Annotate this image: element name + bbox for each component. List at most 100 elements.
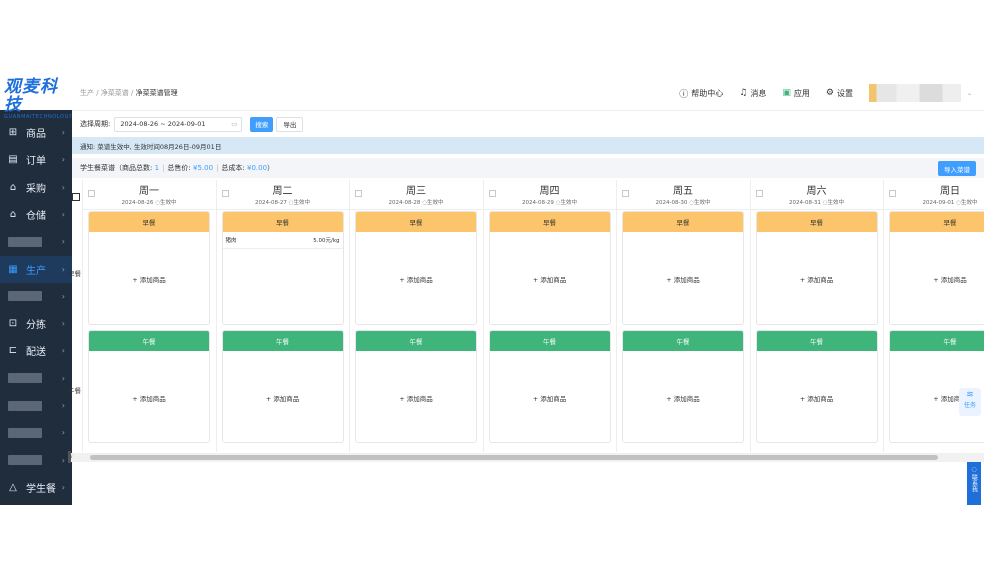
sidebar-item[interactable]: ⊡ 分拣 ›: [0, 310, 72, 337]
add-product-button[interactable]: + 添加商品: [757, 274, 877, 284]
add-product-button[interactable]: + 添加商品: [757, 393, 877, 403]
add-product-label: 添加商品: [940, 276, 967, 284]
import-menu-button[interactable]: 导入菜谱: [938, 161, 976, 176]
day-checkbox[interactable]: [488, 190, 496, 197]
add-product-button[interactable]: + 添加商品: [356, 274, 476, 284]
add-product-label: 添加商品: [139, 276, 166, 284]
sidebar-item[interactable]: ▦ 生产 ›: [0, 255, 72, 283]
sidebar-item-label: 订单: [26, 156, 46, 168]
add-product-label: 添加商品: [807, 276, 834, 284]
apps-link[interactable]: ▣ 应用: [782, 88, 810, 99]
horizontal-scrollbar[interactable]: ‹: [68, 453, 984, 462]
add-product-label: 添加商品: [807, 395, 834, 403]
day-checkbox[interactable]: [889, 190, 896, 197]
count-value: 1: [154, 164, 160, 172]
day-checkbox[interactable]: [355, 190, 362, 197]
add-product-button[interactable]: + 添加商品: [89, 393, 209, 403]
sidebar-item-hidden[interactable]: ›: [0, 283, 72, 310]
chevron-right-icon: ›: [61, 373, 65, 383]
lunch-card-header: 午餐: [356, 331, 476, 351]
lunch-card: 午餐 + 添加商品: [355, 330, 477, 443]
day-name: 周三: [406, 186, 426, 197]
sidebar-item-hidden[interactable]: ›: [0, 365, 72, 392]
day-checkbox[interactable]: [88, 190, 95, 197]
add-product-button[interactable]: + 添加商品: [623, 393, 743, 403]
menu-item[interactable]: 猪肉 5.00元/kg: [222, 232, 343, 249]
day-status: 生效中: [160, 200, 177, 206]
menu-name: 学生餐菜谱: [80, 164, 115, 172]
day-date: 2024-08-29: [521, 200, 554, 206]
scrollbar-thumb[interactable]: [90, 455, 938, 460]
day-name: 周日: [940, 186, 960, 197]
plus-icon: +: [399, 395, 405, 403]
contact-label: 联系我: [970, 474, 978, 492]
status-circle-icon: ◌: [822, 200, 828, 206]
date-range-value: 2024-08-26 ~ 2024-09-01: [120, 120, 206, 128]
breakfast-card-header: 早餐: [890, 212, 984, 232]
day-column: 周二 2024-08-27 ◌生效中 早餐 猪肉 5.00元/kg 午餐 + 添加商品: [215, 180, 349, 452]
user-avatar[interactable]: [868, 84, 961, 102]
purchase-icon: ⌂: [9, 181, 17, 193]
scroll-left-arrow-icon[interactable]: ‹: [70, 453, 73, 461]
menu-summary-bar: 学生餐菜谱 （ 商品总数: 1 | 总售价: ¥5.00 | 总成本: ¥0.0…: [72, 158, 984, 178]
day-column: 周一 2024-08-26 ◌生效中 早餐 + 添加商品 午餐 + 添加商品: [82, 180, 215, 452]
sorting-icon: ⊡: [8, 318, 18, 330]
day-checkbox[interactable]: [755, 190, 763, 197]
day-checkbox[interactable]: [221, 190, 229, 197]
sidebar-item[interactable]: ▤ 订单 ›: [0, 146, 72, 173]
breadcrumb-level-1[interactable]: 生产: [80, 88, 94, 97]
export-button[interactable]: 导出: [276, 116, 304, 132]
sidebar-item[interactable]: ⊏ 配送 ›: [0, 337, 72, 364]
add-product-button[interactable]: + 添加商品: [890, 274, 984, 284]
messages-link[interactable]: ♫ 消息: [739, 88, 766, 99]
add-product-button[interactable]: + 添加商品: [89, 274, 209, 284]
breadcrumb: 生产 / 净菜菜谱 / 净菜菜谱管理: [80, 88, 178, 97]
plus-icon: +: [399, 276, 405, 284]
sidebar-item[interactable]: ⌂ 仓储 ›: [0, 201, 72, 228]
add-product-button[interactable]: + 添加商品: [623, 274, 743, 284]
plus-icon: +: [799, 395, 806, 403]
select-all-checkbox[interactable]: [72, 193, 80, 201]
chevron-right-icon: ›: [61, 428, 65, 438]
search-button[interactable]: 搜索: [250, 116, 274, 132]
help-center-label: 帮助中心: [691, 88, 724, 98]
sidebar-item-hidden[interactable]: ›: [0, 447, 72, 474]
task-button[interactable]: ≋ 任务: [959, 388, 981, 416]
contact-us-button[interactable]: ◌ 联系我: [967, 462, 981, 505]
sidebar-item-hidden[interactable]: ›: [0, 228, 72, 255]
date-range-picker[interactable]: 2024-08-26 ~ 2024-09-01 ▭: [114, 116, 243, 132]
day-checkbox[interactable]: [622, 190, 629, 197]
help-center-link[interactable]: ⓘ 帮助中心: [679, 87, 723, 100]
add-product-button[interactable]: + 添加商品: [490, 393, 610, 403]
blurred-label: [8, 427, 42, 438]
breadcrumb-level-2[interactable]: 净菜菜谱: [100, 88, 129, 97]
settings-link[interactable]: ⚙ 设置: [826, 88, 853, 99]
user-menu-chevron-icon[interactable]: ⌄: [966, 89, 972, 97]
day-name: 周二: [272, 186, 293, 197]
day-status: 生效中: [694, 200, 711, 206]
settings-label: 设置: [836, 88, 853, 98]
day-column: 周四 2024-08-29 ◌生效中 早餐 + 添加商品 午餐 + 添加商品: [482, 180, 616, 452]
breadcrumb-current: 净菜菜谱管理: [135, 88, 178, 97]
logo[interactable]: 观麦科技 GUANMAITECHNOLOGY: [0, 75, 72, 120]
add-product-button[interactable]: + 添加商品: [890, 393, 984, 403]
day-date: 2024-08-30: [655, 200, 688, 206]
add-product-button[interactable]: + 添加商品: [356, 393, 476, 403]
student-meal-icon: △: [9, 481, 17, 493]
day-status: 生效中: [293, 200, 311, 206]
sidebar-item-hidden[interactable]: ›: [0, 392, 72, 419]
sidebar-item[interactable]: ⌂ 采购 ›: [0, 174, 72, 201]
sidebar-item-hidden[interactable]: ›: [0, 419, 72, 446]
add-product-button[interactable]: + 添加商品: [490, 274, 610, 284]
day-name: 周一: [139, 186, 159, 197]
blurred-label: [8, 291, 42, 302]
sidebar-item[interactable]: ⊞ 商品 ›: [0, 119, 72, 146]
pane-divider[interactable]: [68, 451, 71, 463]
breakfast-card-header: 早餐: [756, 212, 877, 232]
sidebar-item-label: 生产: [26, 265, 46, 277]
separator: |: [216, 164, 219, 172]
sidebar-item[interactable]: △ 学生餐 ›: [0, 474, 72, 501]
add-product-button[interactable]: + 添加商品: [223, 393, 343, 403]
lunch-card-header: 午餐: [623, 331, 743, 351]
sidebar-item-label: 配送: [26, 347, 46, 359]
